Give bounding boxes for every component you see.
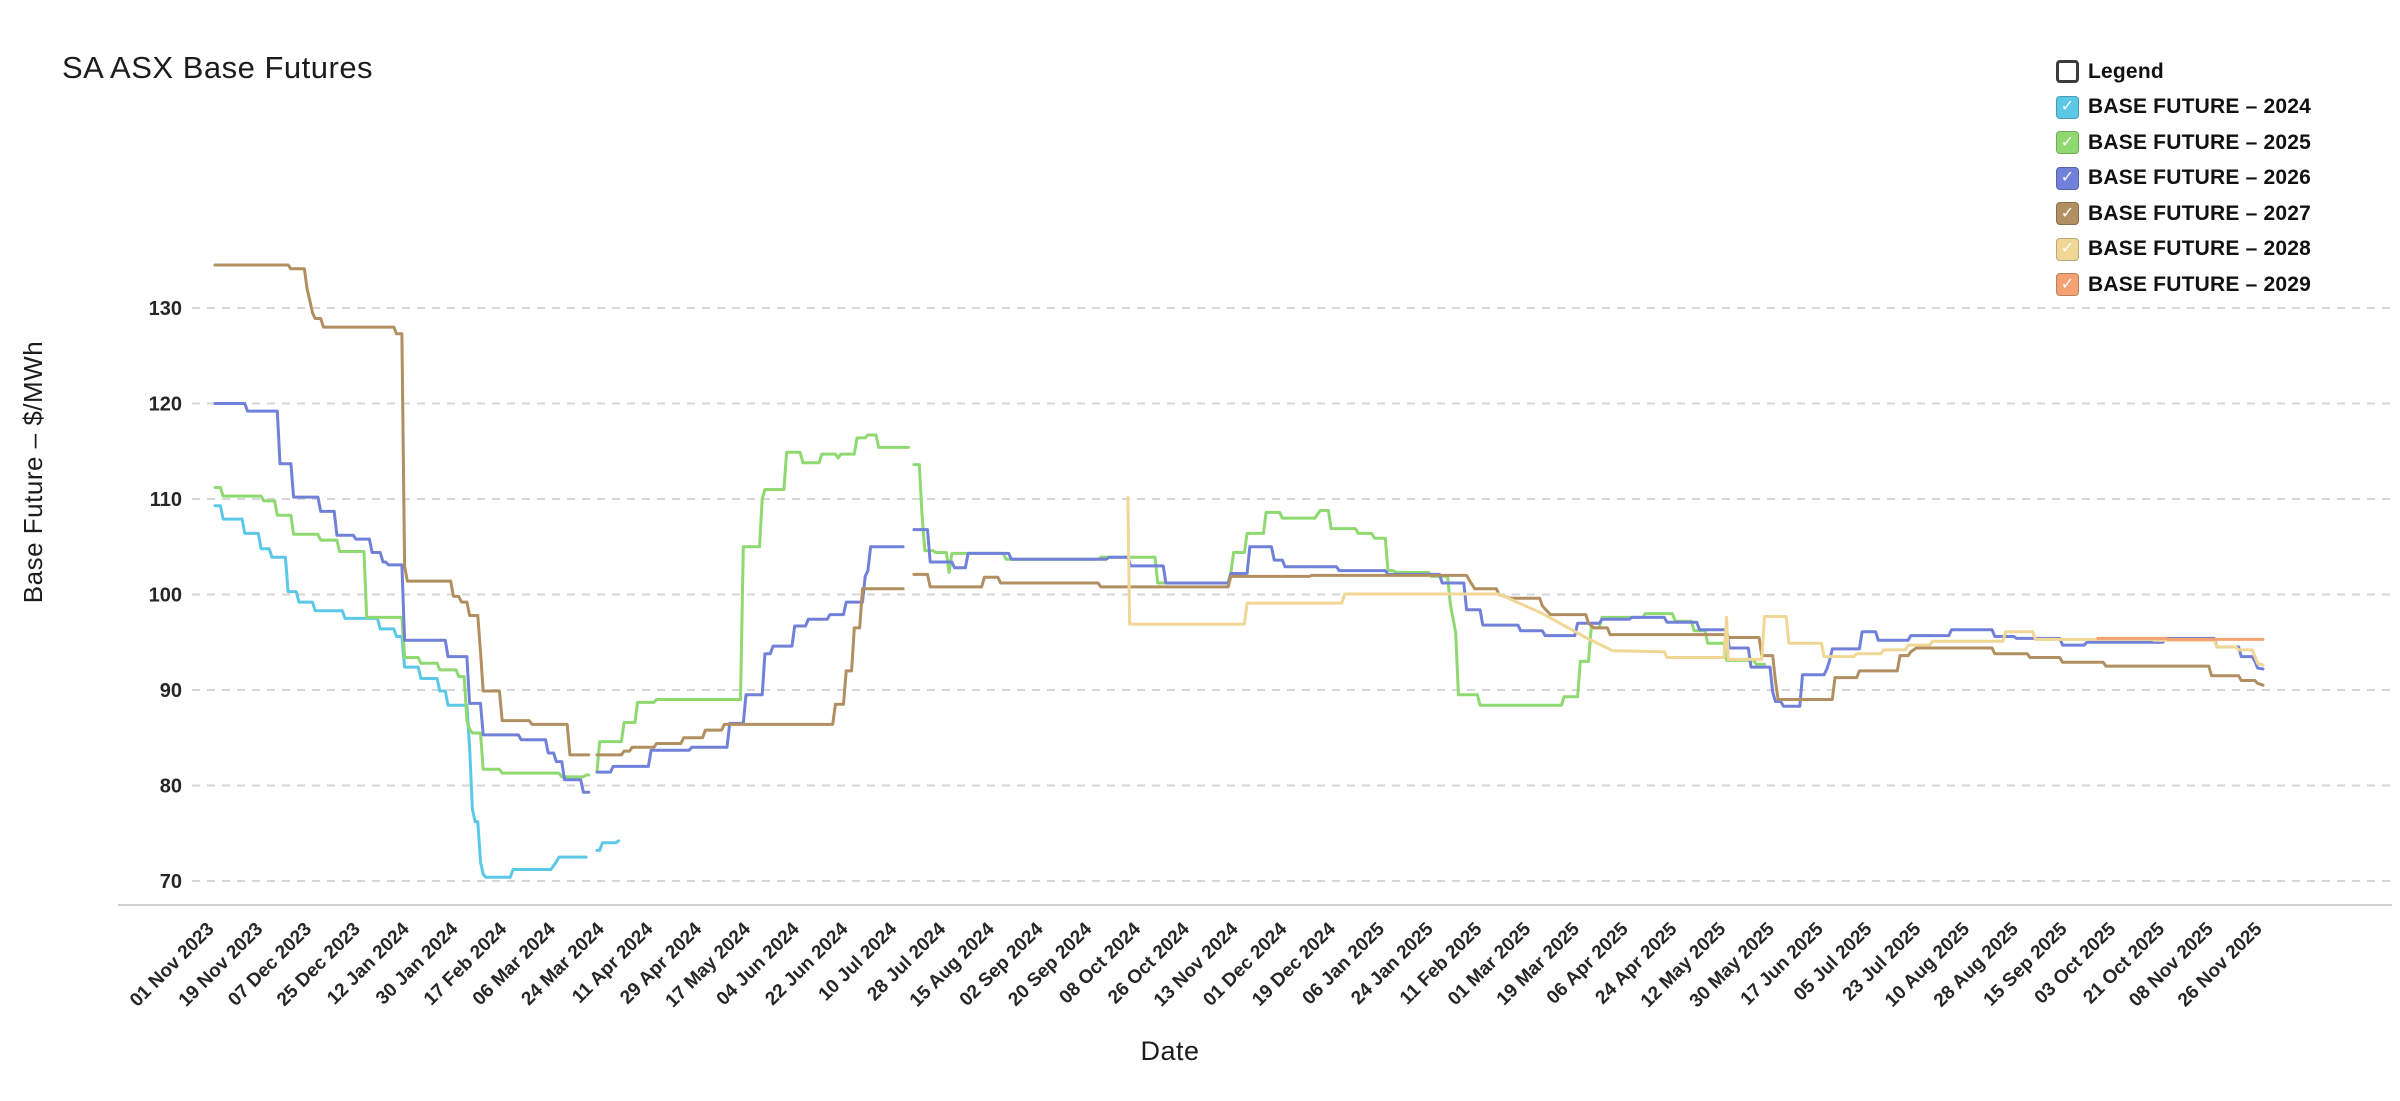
legend-checkbox-2026[interactable]: ✓ <box>2056 166 2079 190</box>
legend-label-2028: BASE FUTURE – 2028 <box>2088 237 2312 260</box>
legend-item-2027: ✓ BASE FUTURE – 2027 <box>2056 202 2311 225</box>
legend-checkbox-2029[interactable]: ✓ <box>2056 273 2079 296</box>
legend-item-2029: ✓ BASE FUTURE – 2029 <box>2056 273 2311 296</box>
series-line-2027 <box>213 263 2265 757</box>
series-line-2028 <box>1126 495 2265 667</box>
legend-label-2025: BASE FUTURE – 2025 <box>2088 130 2312 154</box>
legend-master-checkbox[interactable] <box>2056 60 2079 83</box>
legend-label-2024: BASE FUTURE – 2024 <box>2088 95 2312 118</box>
y-tick-label-120: 120 <box>149 394 182 416</box>
chart-title: SA ASX Base Futures <box>62 50 374 85</box>
y-tick-label-90: 90 <box>160 680 182 702</box>
y-tick-label-130: 130 <box>149 298 182 320</box>
y-tick-label-80: 80 <box>160 776 182 798</box>
legend-label-2026: BASE FUTURE – 2026 <box>2088 166 2312 189</box>
legend-label-2029: BASE FUTURE – 2029 <box>2088 272 2312 296</box>
x-tick-label: 01 Nov 2023 <box>126 919 219 1012</box>
legend-item-2028: ✓ BASE FUTURE – 2028 <box>2056 237 2312 261</box>
y-tick-label-70: 70 <box>160 871 182 893</box>
legend-checkbox-2027[interactable]: ✓ <box>2056 202 2079 225</box>
legend-checkbox-2028[interactable]: ✓ <box>2056 237 2079 261</box>
chart-legend: Legend ✓ BASE FUTURE – 2024 ✓ BASE FUTURE –… <box>2056 60 2311 309</box>
legend-label-2027: BASE FUTURE – 2027 <box>2088 201 2312 225</box>
y-tick-label-110: 110 <box>150 489 182 511</box>
legend-header-label: Legend <box>2088 59 2164 83</box>
legend-header-row: Legend <box>2056 60 2311 83</box>
series-line-2024 <box>213 504 621 879</box>
legend-item-2026: ✓ BASE FUTURE – 2026 <box>2056 166 2312 190</box>
x-axis-label: Date <box>1140 1036 1200 1066</box>
series-line-2025 <box>213 433 1766 779</box>
legend-item-2024: ✓ BASE FUTURE – 2024 <box>2056 95 2312 119</box>
y-tick-label-100: 100 <box>149 585 182 607</box>
legend-checkbox-2024[interactable]: ✓ <box>2056 95 2079 119</box>
series-line-2029 <box>2096 636 2265 641</box>
legend-item-2025: ✓ BASE FUTURE – 2025 <box>2056 131 2311 154</box>
legend-checkbox-2025[interactable]: ✓ <box>2056 131 2079 154</box>
series-line-2026 <box>213 402 2265 794</box>
